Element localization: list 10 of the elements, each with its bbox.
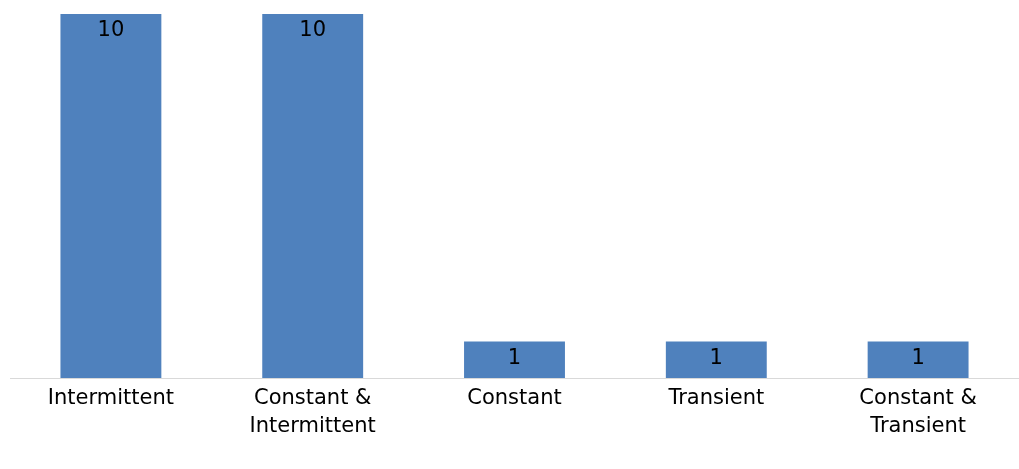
data-label: 10 [97,17,125,41]
data-label: 1 [911,344,925,369]
x-tick-label: Constant [467,385,562,410]
x-tick-label: Intermittent [47,385,174,410]
data-label: 1 [709,344,723,369]
data-label: 10 [299,17,327,41]
x-tick-label: Transient [667,385,765,410]
data-label: 1 [507,344,522,369]
x-tick-label: Constant & Intermittent [249,385,376,437]
x-tick-label: Constant & Transient [859,385,977,437]
